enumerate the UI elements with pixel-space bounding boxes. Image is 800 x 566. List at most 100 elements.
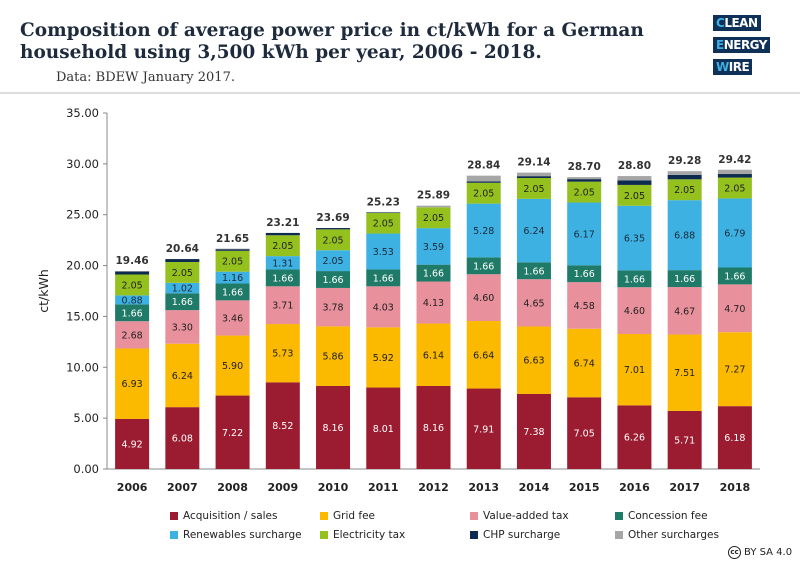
- bar-segment: [617, 180, 652, 185]
- license: cc BY SA 4.0: [728, 546, 792, 559]
- bar-segment: [265, 286, 300, 325]
- legend-label: Electricity tax: [333, 529, 406, 541]
- data-label: 5.73: [272, 349, 293, 360]
- bar-segment: [165, 262, 200, 283]
- total-label: 29.28: [668, 155, 701, 167]
- bar-segment: [115, 304, 150, 322]
- bar-segment: [165, 282, 200, 294]
- bar-segment: [115, 271, 150, 272]
- bar-segment: [516, 279, 551, 327]
- data-label: 2.05: [423, 213, 444, 224]
- data-label: 6.64: [473, 350, 494, 361]
- chart-subtitle: Data: BDEW January 2017.: [56, 70, 235, 85]
- bar-segment: [466, 181, 501, 183]
- clean-energy-wire-logo: CLEAN ENERGY WIRE: [713, 12, 775, 78]
- data-label: 1.66: [674, 274, 695, 285]
- data-label: 1.66: [624, 274, 645, 285]
- data-label: 6.35: [624, 234, 645, 245]
- chart-title: Composition of average power price in ct…: [20, 20, 644, 63]
- bar-segment: [416, 228, 451, 265]
- bar-segment: [316, 229, 351, 251]
- x-tick-label: 2012: [418, 481, 449, 494]
- data-label: 2.05: [624, 191, 645, 202]
- total-label: 29.14: [517, 157, 550, 169]
- data-label: 5.92: [373, 353, 394, 364]
- data-label: 6.14: [423, 350, 444, 361]
- data-label: 6.79: [724, 228, 745, 239]
- bar-segment: [265, 382, 300, 469]
- legend-swatch: [470, 512, 478, 520]
- bar-segment: [667, 270, 702, 288]
- legend-item: Electricity tax: [320, 529, 405, 541]
- legend-item: Renewables surcharge: [170, 529, 302, 541]
- bar-segment: [165, 293, 200, 311]
- data-label: 1.66: [222, 287, 243, 298]
- bar-segment: [115, 274, 150, 296]
- total-label: 23.69: [316, 212, 349, 224]
- data-label: 8.16: [322, 423, 343, 434]
- x-tick-label: 2011: [368, 481, 399, 494]
- bar-segment: [316, 386, 351, 469]
- bar-segment: [466, 321, 501, 389]
- data-label: 4.70: [724, 304, 745, 315]
- data-label: 2.05: [473, 189, 494, 200]
- legend-swatch: [170, 512, 178, 520]
- legend-label: Other surcharges: [628, 529, 719, 541]
- legend-label: Value-added tax: [483, 510, 569, 522]
- data-label: 2.05: [724, 184, 745, 195]
- data-label: 7.01: [624, 365, 645, 376]
- x-tick-label: 2007: [167, 481, 198, 494]
- bar-segment: [717, 174, 752, 178]
- data-label: 6.74: [574, 359, 595, 370]
- bar-segment: [416, 386, 451, 469]
- x-tick-label: 2006: [117, 481, 148, 494]
- y-tick-label: 10.00: [66, 360, 99, 374]
- bar-segment: [717, 169, 752, 175]
- bar-segment: [416, 207, 451, 229]
- legend-label: Grid fee: [333, 510, 375, 522]
- bar-segment: [366, 387, 401, 469]
- data-label: 0.88: [122, 295, 143, 306]
- bar-segment: [466, 388, 501, 469]
- bar-segment: [265, 256, 300, 270]
- data-label: 6.24: [172, 371, 193, 382]
- bar-segment: [516, 176, 551, 178]
- bar-segment: [466, 274, 501, 322]
- bar-segment: [215, 250, 250, 272]
- total-label: 28.84: [467, 160, 500, 172]
- x-tick-label: 2015: [569, 481, 600, 494]
- total-label: 20.64: [166, 243, 199, 255]
- bar-segment: [165, 343, 200, 408]
- total-label: 28.80: [618, 160, 651, 172]
- data-label: 4.67: [674, 306, 695, 317]
- y-tick-label: 5.00: [73, 411, 99, 425]
- bar-segment: [316, 287, 351, 327]
- legend-item: Other surcharges: [615, 529, 719, 541]
- data-label: 4.92: [122, 439, 143, 450]
- bar-segment: [215, 271, 250, 284]
- bar-segment: [165, 310, 200, 344]
- bar-segment: [617, 270, 652, 288]
- cc-icon: cc: [728, 546, 741, 559]
- data-label: 6.63: [523, 356, 544, 367]
- header-divider: [0, 92, 800, 94]
- data-label: 5.71: [674, 435, 695, 446]
- x-tick-label: 2016: [619, 481, 650, 494]
- bar-segment: [366, 327, 401, 388]
- bar-segment: [567, 179, 602, 182]
- data-label: 6.18: [724, 433, 745, 444]
- data-label: 1.66: [724, 271, 745, 282]
- bar-segment: [516, 262, 551, 280]
- data-label: 3.59: [423, 242, 444, 253]
- data-label: 2.05: [674, 185, 695, 196]
- bar-segment: [667, 410, 702, 469]
- legend-swatch: [615, 512, 623, 520]
- data-label: 7.91: [473, 424, 494, 435]
- data-label: 1.66: [423, 269, 444, 280]
- bar-segment: [366, 233, 401, 270]
- x-tick-label: 2014: [519, 481, 550, 494]
- data-label: 2.05: [272, 241, 293, 252]
- x-tick-label: 2018: [720, 481, 751, 494]
- total-label: 29.42: [718, 154, 751, 166]
